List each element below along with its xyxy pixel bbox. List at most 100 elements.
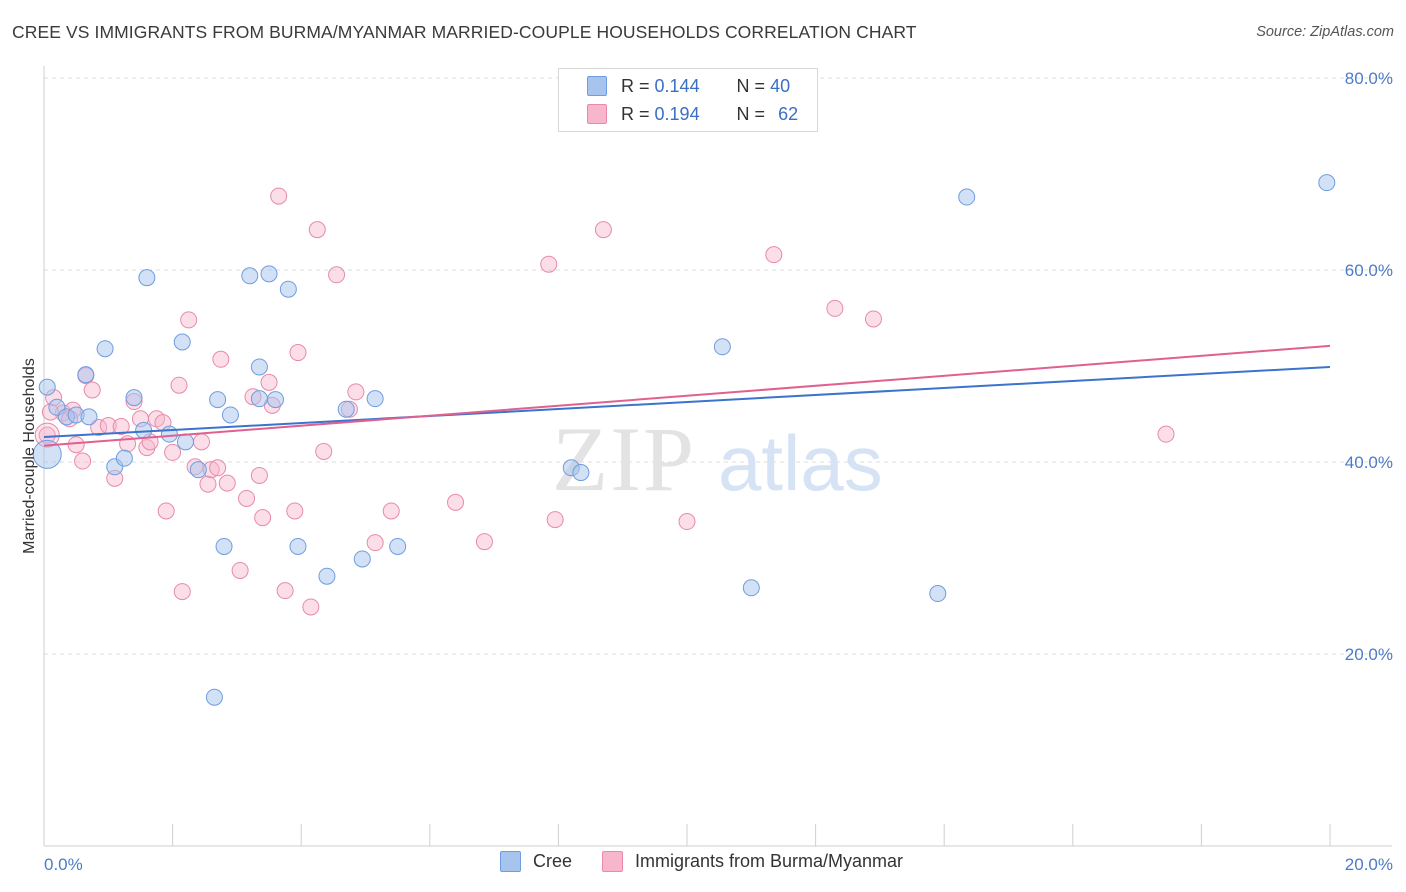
burma-point xyxy=(173,583,191,601)
cree-point xyxy=(215,537,233,555)
burma-point xyxy=(209,459,227,477)
y-tick-label: 80.0% xyxy=(1345,69,1393,88)
cree-point xyxy=(929,585,947,603)
legend-n-value-cree: 40 xyxy=(770,75,791,96)
x-tick-label: 20.0% xyxy=(1345,855,1393,874)
burma-point xyxy=(83,381,101,399)
y-tick-label: 40.0% xyxy=(1345,453,1393,472)
cree-point xyxy=(77,366,95,384)
cree-point xyxy=(173,333,191,351)
legend-row-cree: R = 0.144 N = 40 xyxy=(587,74,790,98)
cree-point xyxy=(318,567,336,585)
bottom-legend-label-burma: Immigrants from Burma/Myanmar xyxy=(635,851,904,871)
source-label: Source: ZipAtlas.com xyxy=(1256,24,1394,40)
x-tick-label: 0.0% xyxy=(44,855,83,874)
cree-point xyxy=(38,378,56,396)
cree-point xyxy=(160,425,178,443)
bottom-legend-cree: Cree xyxy=(500,851,572,872)
burma-point xyxy=(218,474,236,492)
cree-point xyxy=(1318,174,1336,192)
chart-title: CREE VS IMMIGRANTS FROM BURMA/MYANMAR MA… xyxy=(12,22,917,42)
bottom-legend-label-cree: Cree xyxy=(533,851,573,871)
cree-point xyxy=(250,358,268,376)
burma-point xyxy=(546,511,564,529)
burma-point xyxy=(1157,425,1175,443)
cree-point xyxy=(96,340,114,358)
cree-point xyxy=(713,338,731,356)
burma-point xyxy=(286,502,304,520)
burma-point xyxy=(199,475,217,493)
burma-point xyxy=(112,417,130,435)
burma-point xyxy=(250,466,268,484)
cree-point xyxy=(958,188,976,206)
burma-point xyxy=(276,582,294,600)
cree-point xyxy=(353,550,371,568)
cree-point xyxy=(572,464,590,482)
cree-point xyxy=(241,267,259,285)
cree-point xyxy=(389,537,407,555)
legend-n-label: N = xyxy=(736,103,766,124)
legend-swatch-cree xyxy=(587,76,607,96)
burma-point xyxy=(328,266,346,284)
cree-point xyxy=(337,400,355,418)
x-tick-labels: 0.0% 20.0% xyxy=(44,855,1393,874)
burma-point xyxy=(347,383,365,401)
cree-trend-line xyxy=(43,365,1331,439)
legend-r-value-burma: 0.194 xyxy=(654,103,700,124)
cree-point xyxy=(115,449,133,467)
burma-point xyxy=(270,187,288,205)
legend-n-value-burma: 62 xyxy=(778,103,799,124)
legend-r-label: R = xyxy=(621,75,650,96)
burma-point xyxy=(164,443,182,461)
watermark: ZIP atlas xyxy=(552,408,883,510)
burma-point xyxy=(180,311,198,329)
legend-n-label: N = xyxy=(736,75,766,96)
burma-point xyxy=(540,255,558,273)
cree-point xyxy=(266,391,284,409)
trend-lines xyxy=(43,344,1331,447)
burma-point xyxy=(67,436,85,454)
burma-point xyxy=(864,310,882,328)
bottom-legend-swatch-burma xyxy=(602,851,623,872)
burma-point xyxy=(170,376,188,394)
burma-point xyxy=(260,373,278,391)
cree-point xyxy=(742,579,760,597)
burma-point xyxy=(231,561,249,579)
stats-legend: R = 0.144 N = 40 R = 0.194 N = 62 xyxy=(558,68,818,132)
cree-point xyxy=(205,688,223,706)
bottom-legend-swatch-cree xyxy=(500,851,521,872)
burma-point xyxy=(366,534,384,552)
burma-point xyxy=(594,221,612,239)
legend-r-label: R = xyxy=(621,103,650,124)
burma-point xyxy=(254,509,272,527)
cree-point xyxy=(138,269,156,287)
cree-point xyxy=(176,433,194,451)
cree-point xyxy=(125,389,143,407)
y-axis-label: Married-couple Households xyxy=(21,358,38,554)
burma-point xyxy=(138,439,156,457)
legend-r-value-cree: 0.144 xyxy=(654,75,700,96)
bottom-legend-burma: Immigrants from Burma/Myanmar xyxy=(602,851,903,872)
burma-point xyxy=(74,452,92,470)
burma-point xyxy=(157,502,175,520)
cree-point xyxy=(279,280,297,298)
burma-point xyxy=(826,299,844,317)
cree-point xyxy=(80,408,98,426)
cree-point xyxy=(366,390,384,408)
cree-point xyxy=(189,461,207,479)
burma-point xyxy=(289,344,307,362)
burma-point xyxy=(193,433,211,451)
y-tick-label: 20.0% xyxy=(1345,645,1393,664)
watermark-zip: ZIP xyxy=(552,408,696,510)
legend-row-burma: R = 0.194 N = 62 xyxy=(587,102,798,126)
cree-point xyxy=(250,390,268,408)
burma-trend-line xyxy=(43,344,1331,447)
cree-point xyxy=(32,439,62,469)
burma-point xyxy=(382,502,400,520)
y-tick-labels: 20.0% 40.0% 60.0% 80.0% xyxy=(1345,69,1393,664)
burma-point xyxy=(308,221,326,239)
watermark-atlas: atlas xyxy=(718,419,883,507)
burma-point xyxy=(678,513,696,531)
legend-swatch-burma xyxy=(587,104,607,124)
